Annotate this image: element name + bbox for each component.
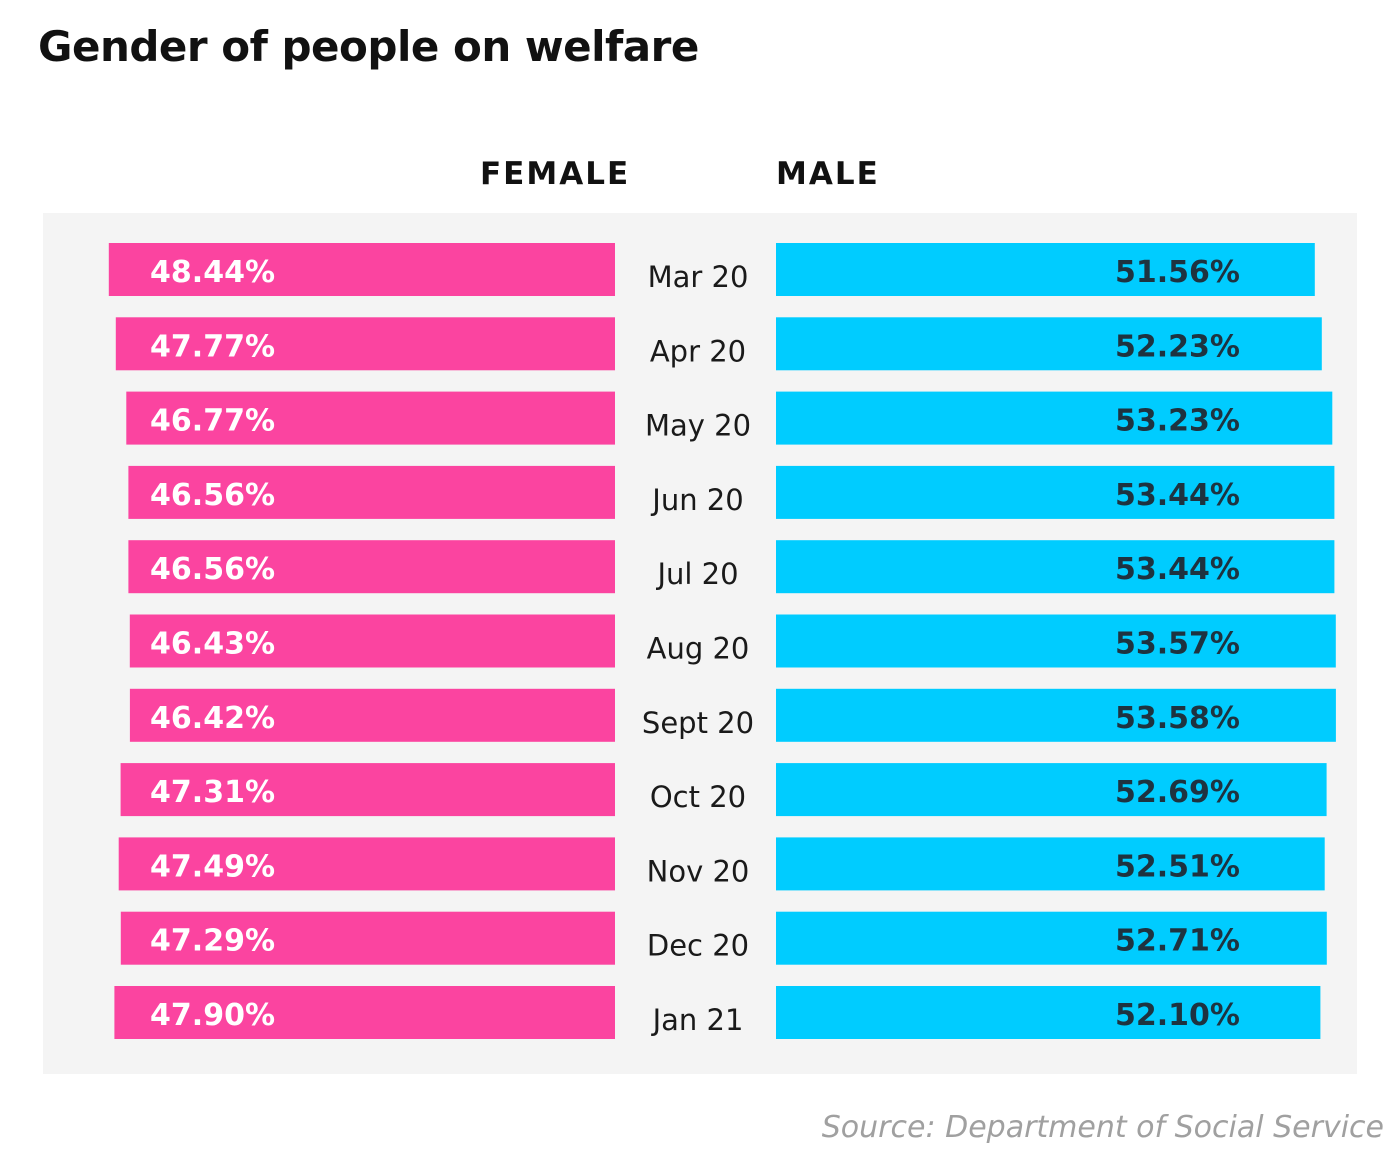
male-bar <box>776 465 1335 519</box>
female-value-label: 47.77% <box>150 329 275 364</box>
female-value-label: 47.49% <box>150 849 275 884</box>
female-value-label: 46.56% <box>150 478 275 513</box>
female-bar <box>128 465 615 519</box>
category-label: Aug 20 <box>647 632 750 666</box>
male-value-label: 53.44% <box>1115 552 1240 587</box>
female-bar <box>128 540 615 594</box>
bar-row: 47.49% 52.51% Nov 20 <box>118 837 1325 891</box>
category-label: Jul 20 <box>655 557 738 591</box>
legend-female-label: FEMALE <box>480 156 631 192</box>
category-label: Mar 20 <box>648 260 749 294</box>
chart-title: Gender of people on welfare <box>38 22 699 71</box>
male-value-label: 53.23% <box>1115 404 1240 439</box>
female-bar <box>115 317 616 371</box>
male-value-label: 52.71% <box>1115 924 1240 959</box>
female-bar <box>120 911 616 965</box>
male-value-label: 52.69% <box>1115 775 1240 810</box>
male-value-label: 53.57% <box>1115 627 1240 662</box>
legend-male-label: MALE <box>776 156 880 192</box>
source-note: Source: Department of Social Service <box>821 1110 1384 1145</box>
male-bar <box>776 688 1336 742</box>
category-label: Apr 20 <box>650 334 746 368</box>
female-value-label: 47.31% <box>150 775 275 810</box>
male-bar <box>776 540 1335 594</box>
male-value-label: 52.10% <box>1115 998 1240 1033</box>
bar-row: 47.77% 52.23% Apr 20 <box>115 317 1322 371</box>
female-value-label: 48.44% <box>150 255 275 290</box>
female-bar <box>108 243 616 296</box>
category-label: Sept 20 <box>642 706 754 740</box>
category-label: Dec 20 <box>647 929 749 963</box>
male-bar <box>776 243 1315 296</box>
bar-row: 47.29% 52.71% Dec 20 <box>120 911 1327 965</box>
male-bar <box>776 986 1321 1039</box>
category-label: May 20 <box>645 409 751 443</box>
bar-row: 47.90% 52.10% Jan 21 <box>114 986 1321 1039</box>
bar-row: 46.42% 53.58% Sept 20 <box>129 688 1336 742</box>
female-bar <box>129 688 615 742</box>
female-value-label: 46.77% <box>150 404 275 439</box>
female-value-label: 47.90% <box>150 998 275 1033</box>
male-bar <box>776 391 1333 445</box>
male-value-label: 52.51% <box>1115 849 1240 884</box>
female-bar <box>118 837 615 891</box>
bar-row: 48.44% 51.56% Mar 20 <box>108 243 1315 296</box>
bar-row: 46.77% 53.23% May 20 <box>126 391 1333 445</box>
male-bar <box>776 837 1325 891</box>
category-label: Nov 20 <box>647 854 750 888</box>
female-value-label: 46.43% <box>150 627 275 662</box>
male-value-label: 53.44% <box>1115 478 1240 513</box>
category-label: Jan 21 <box>651 1003 744 1037</box>
bar-row: 47.31% 52.69% Oct 20 <box>120 763 1327 817</box>
male-bar <box>776 911 1327 965</box>
female-bar <box>126 391 616 445</box>
bar-row: 46.56% 53.44% Jun 20 <box>128 465 1335 519</box>
female-value-label: 46.56% <box>150 552 275 587</box>
category-label: Oct 20 <box>650 780 746 814</box>
female-bar <box>120 763 615 817</box>
bar-row: 46.43% 53.57% Aug 20 <box>129 614 1336 668</box>
male-value-label: 52.23% <box>1115 329 1240 364</box>
female-bar <box>129 614 616 668</box>
bar-row: 46.56% 53.44% Jul 20 <box>128 540 1335 594</box>
male-bar <box>776 614 1336 668</box>
female-bar <box>114 986 616 1039</box>
male-bar <box>776 317 1322 371</box>
male-value-label: 51.56% <box>1115 255 1240 290</box>
category-label: Jun 20 <box>650 483 743 517</box>
female-value-label: 47.29% <box>150 924 275 959</box>
male-value-label: 53.58% <box>1115 701 1240 736</box>
male-bar <box>776 763 1327 817</box>
female-value-label: 46.42% <box>150 701 275 736</box>
